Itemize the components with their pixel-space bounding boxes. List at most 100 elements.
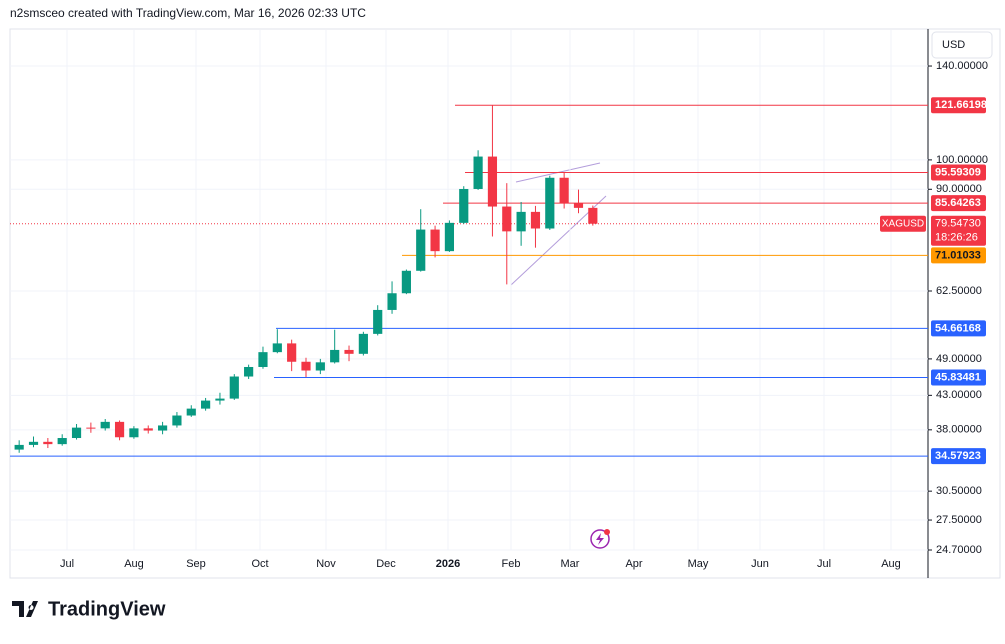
candle-body — [473, 156, 483, 189]
y-tick-label: 62.50000 — [936, 285, 982, 297]
level-label: 121.66198 — [935, 99, 987, 111]
candle-body — [487, 156, 498, 207]
level-label-bg — [931, 164, 986, 181]
y-tick-label: 30.50000 — [936, 485, 982, 497]
candle-body — [100, 421, 110, 429]
x-tick-label: May — [688, 558, 709, 570]
x-tick-label: Mar — [561, 558, 580, 570]
x-tick-label: Feb — [502, 558, 521, 570]
candles — [14, 105, 598, 453]
level-label-bg — [931, 320, 986, 337]
candle-body — [71, 427, 82, 439]
x-tick-label: Jul — [60, 558, 74, 570]
candle-body — [530, 211, 541, 229]
currency: USD — [942, 39, 965, 51]
level-label-bg — [931, 448, 986, 465]
candle-body — [373, 309, 383, 334]
y-tick-label: 27.50000 — [936, 514, 982, 526]
x-tick-label: Sep — [186, 558, 206, 570]
level-label-bg — [931, 97, 986, 114]
symbol-label-bg — [880, 215, 926, 232]
event-icon-dot — [604, 529, 610, 535]
candle-body — [172, 415, 182, 426]
level-label: 71.01033 — [935, 249, 981, 261]
candle-body — [444, 222, 455, 252]
level-label: 85.64263 — [935, 197, 981, 209]
candle-body — [516, 211, 526, 232]
logo-mark — [12, 601, 38, 617]
last-price-label: 79.54730 — [935, 218, 981, 230]
candle-body — [244, 366, 254, 377]
candle-body — [272, 343, 282, 353]
candle-body — [201, 400, 211, 409]
level-label-bg — [931, 195, 986, 212]
candle-body — [344, 349, 354, 354]
x-tick-label: Jul — [817, 558, 831, 570]
candle-body — [143, 428, 153, 431]
x-tick-label: Oct — [251, 558, 268, 570]
candle-body — [86, 427, 96, 429]
candle-body — [114, 421, 125, 438]
x-tick-label: Nov — [316, 558, 336, 570]
candle-body — [258, 352, 268, 367]
candle-body — [430, 229, 440, 252]
candle-body — [215, 398, 225, 401]
level-label: 34.57923 — [935, 450, 981, 462]
symbol-label: XAGUSD — [882, 218, 924, 229]
level-label-bg — [931, 247, 986, 264]
candle-body — [387, 293, 397, 310]
candle-body — [588, 207, 598, 224]
candle-body — [43, 441, 53, 445]
candle-body — [416, 229, 426, 271]
candle-body — [315, 362, 325, 371]
x-tick-label: Jun — [751, 558, 769, 570]
candle-body — [459, 188, 469, 223]
level-label: 95.59309 — [935, 166, 981, 178]
level-label: 54.66168 — [935, 322, 981, 334]
level-label: 45.83481 — [935, 371, 981, 383]
x-tick-label: 2026 — [436, 558, 460, 570]
level-label-bg — [931, 369, 986, 386]
countdown: 18:26:26 — [935, 232, 978, 244]
candle-body — [559, 177, 569, 204]
grid — [10, 30, 928, 551]
candle-body — [229, 376, 239, 399]
candle-body — [545, 177, 555, 229]
frame — [9, 28, 1001, 579]
candle-body — [57, 438, 67, 445]
candle-body — [401, 270, 411, 294]
candle-body — [573, 203, 584, 208]
header: n2smsceo created with TradingView.com, M… — [10, 6, 366, 20]
candle-body — [129, 428, 139, 438]
x-tick-label: Apr — [625, 558, 642, 570]
y-tick-label: 38.00000 — [936, 424, 982, 436]
candle-body — [28, 441, 39, 445]
last-price-bg — [931, 215, 986, 246]
x-tick-label: Dec — [376, 558, 396, 570]
event-icon[interactable] — [590, 529, 610, 549]
currency-button[interactable] — [931, 31, 993, 59]
x-tick-label: Aug — [124, 558, 144, 570]
x-tick-label: Aug — [881, 558, 901, 570]
logo: TradingView — [12, 598, 166, 620]
candle-body — [287, 343, 297, 362]
y-tick-label: 43.00000 — [936, 389, 982, 401]
brand: TradingView — [48, 598, 166, 620]
candle-body — [14, 444, 24, 450]
candle-body — [358, 333, 368, 354]
event-icon-bolt — [596, 533, 604, 545]
y-tick-label: 24.70000 — [936, 544, 982, 556]
candle-body — [157, 425, 168, 431]
y-tick-label: 140.00000 — [936, 60, 988, 72]
event-icon-ring — [590, 529, 610, 549]
y-tick-label: 90.00000 — [936, 183, 982, 195]
candle-body — [186, 408, 196, 416]
y-tick-label: 100.00000 — [936, 154, 988, 166]
candle-body — [502, 206, 512, 232]
y-tick-label: 49.00000 — [936, 353, 982, 365]
candle-body — [330, 349, 340, 363]
candle-body — [301, 361, 311, 371]
